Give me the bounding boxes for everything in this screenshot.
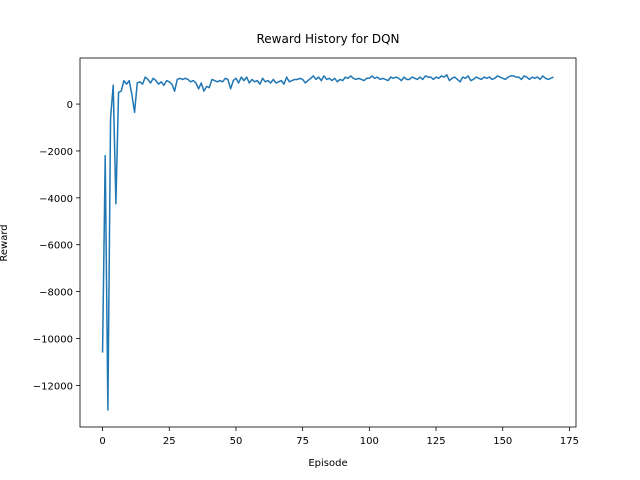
chart-title: Reward History for DQN: [257, 32, 400, 46]
x-axis-label: Episode: [308, 458, 347, 469]
y-tick-label: 0: [67, 100, 73, 111]
x-tick-label: 150: [493, 436, 512, 447]
x-tick-label: 0: [99, 436, 105, 447]
y-tick-label: −8000: [39, 288, 73, 299]
y-tick-label: −4000: [39, 194, 73, 205]
y-tick-label: −10000: [33, 335, 73, 346]
x-tick-label: 25: [163, 436, 176, 447]
data-line: [101, 74, 554, 411]
x-tick-label: 50: [230, 436, 243, 447]
y-axis-label: Reward: [0, 224, 10, 261]
y-tick-label: −6000: [39, 241, 73, 252]
plot-frame: [79, 57, 577, 428]
y-tick-label: −12000: [33, 381, 73, 392]
x-tick-label: 175: [560, 436, 579, 447]
x-tick-label: 125: [427, 436, 446, 447]
x-tick-label: 75: [296, 436, 309, 447]
y-tick-label: −2000: [39, 147, 73, 158]
x-tick-label: 100: [360, 436, 379, 447]
